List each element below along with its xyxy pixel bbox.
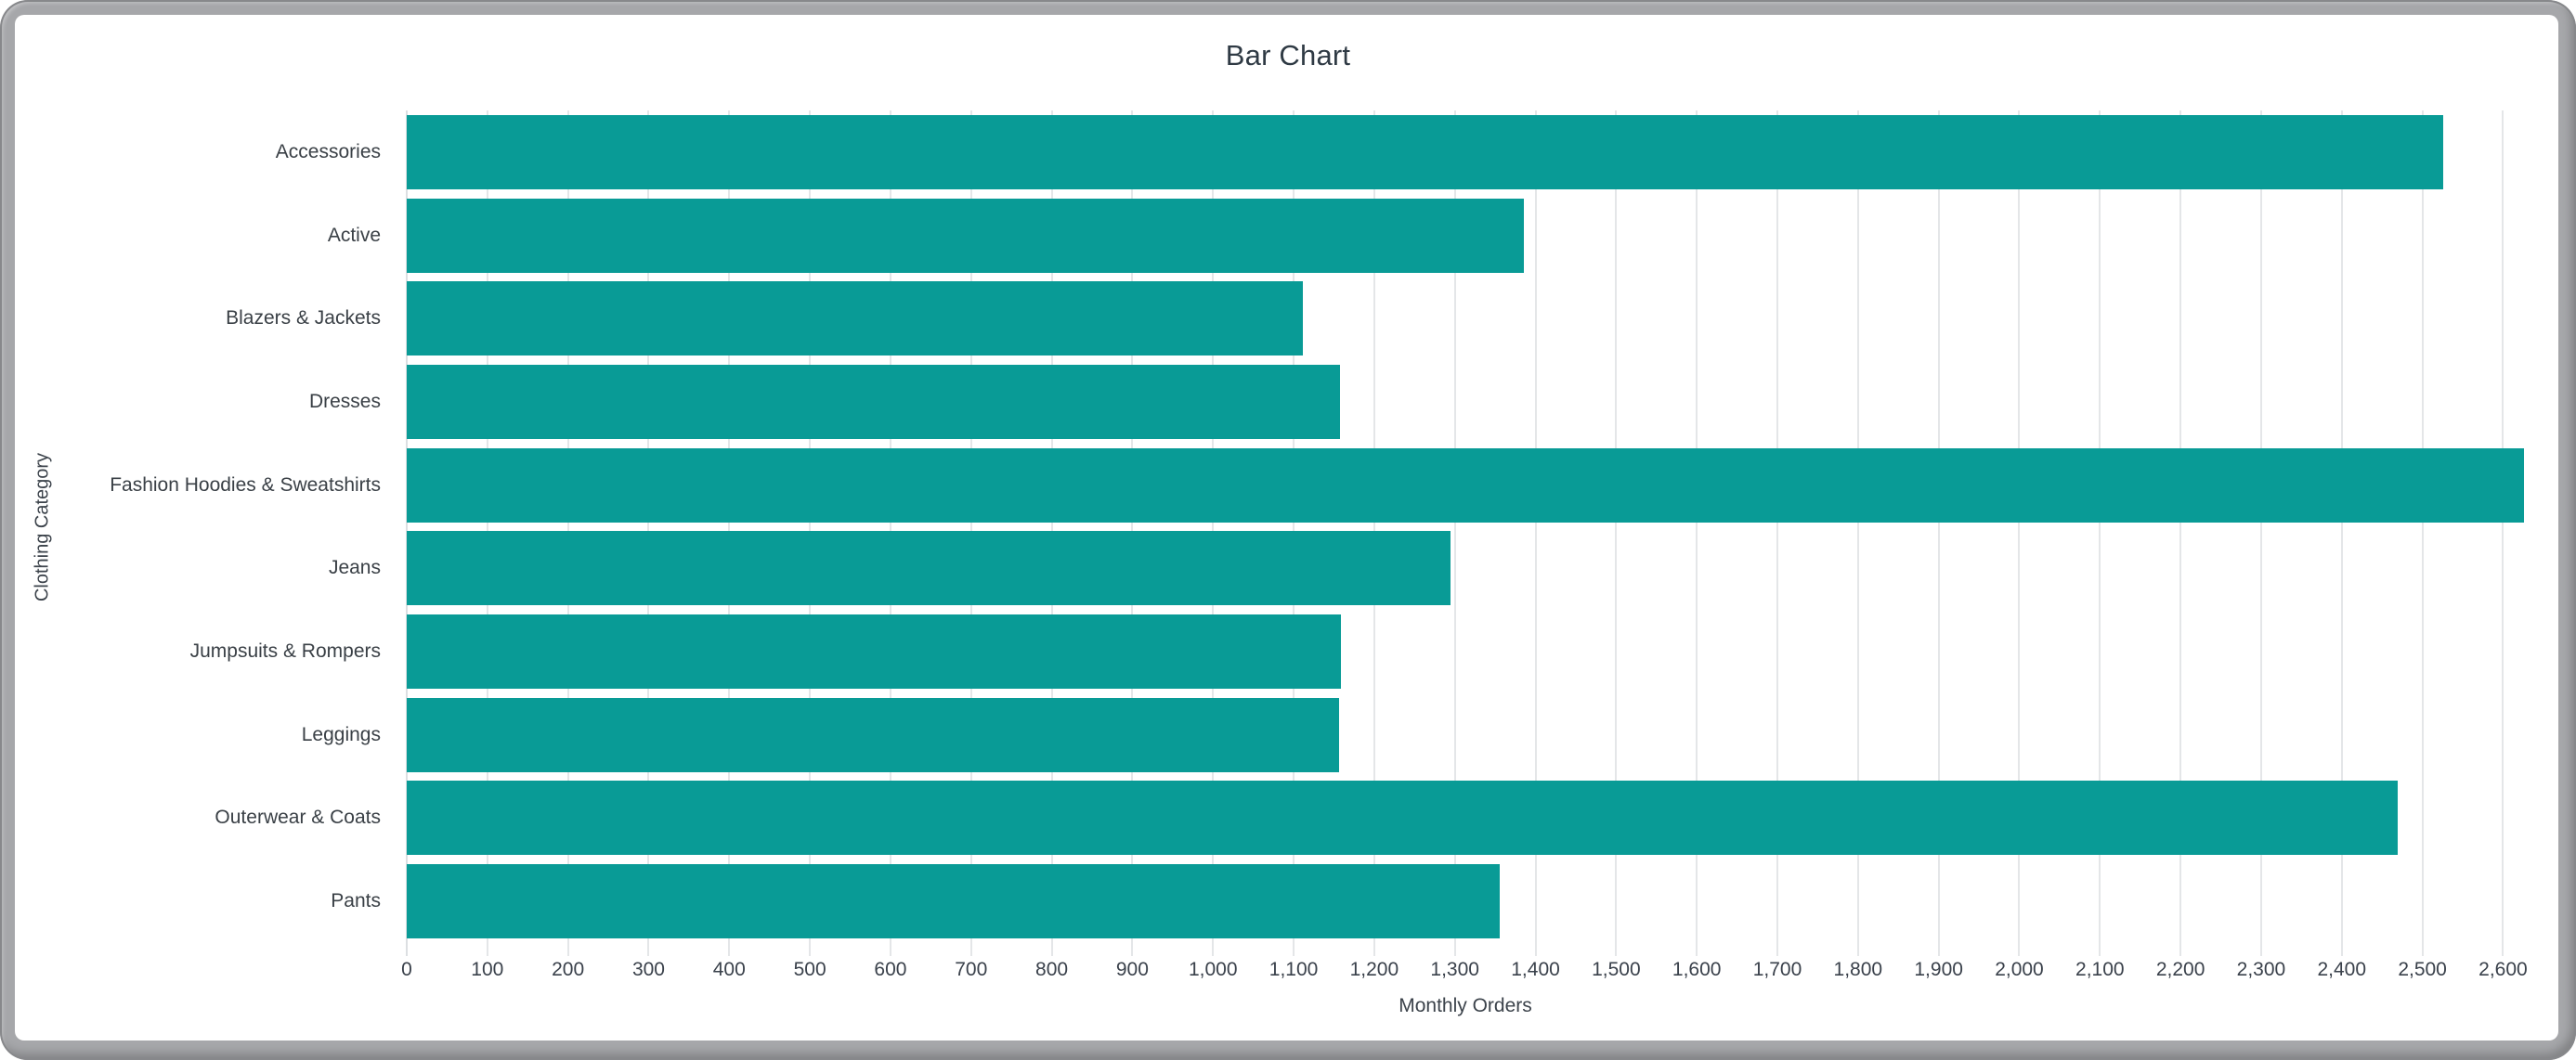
x-tick-label: 200 <box>552 959 585 980</box>
x-tick-label: 400 <box>712 959 746 980</box>
x-gridline <box>1615 110 1618 956</box>
y-category-label: Jumpsuits & Rompers <box>189 640 381 663</box>
x-tick-label: 1,200 <box>1349 959 1399 980</box>
x-gridline <box>1937 110 1940 956</box>
chart-title: Bar Chart <box>1225 39 1351 71</box>
y-category-label: Blazers & Jackets <box>226 307 381 330</box>
x-tick-label: 0 <box>401 959 412 980</box>
x-tick-label: 2,000 <box>1995 959 2044 980</box>
y-category-label: Pants <box>331 890 381 912</box>
y-category-label: Accessories <box>275 140 381 162</box>
x-gridline <box>1534 110 1537 956</box>
x-tick-label: 700 <box>955 959 988 980</box>
x-gridline <box>2099 110 2101 956</box>
x-tick-label: 2,600 <box>2478 959 2528 980</box>
x-tick-label: 2,300 <box>2236 959 2286 980</box>
bar-jeans[interactable] <box>407 531 1451 606</box>
x-gridline <box>2502 110 2504 956</box>
bar-active[interactable] <box>407 198 1525 273</box>
x-tick-label: 800 <box>1035 959 1069 980</box>
x-gridline <box>1776 110 1778 956</box>
x-tick-label: 500 <box>793 959 826 980</box>
x-gridline <box>1453 110 1456 956</box>
y-axis-title: Clothing Category <box>32 452 53 602</box>
x-gridline <box>1856 110 1859 956</box>
y-category-label: Leggings <box>301 723 381 745</box>
y-category-label: Active <box>327 224 381 246</box>
bar-fashion-hoodies-sweatshirts[interactable] <box>407 447 2524 523</box>
bar-accessories[interactable] <box>407 114 2444 189</box>
x-tick-label: 2,200 <box>2155 959 2205 980</box>
x-axis-title: Monthly Orders <box>1399 995 1532 1016</box>
x-tick-label: 1,800 <box>1833 959 1883 980</box>
x-tick-label: 1,500 <box>1592 959 1641 980</box>
x-gridline <box>2259 110 2262 956</box>
x-tick-label: 900 <box>1115 959 1149 980</box>
x-tick-label: 1,300 <box>1430 959 1479 980</box>
x-gridline <box>2421 110 2424 956</box>
x-gridline <box>2179 110 2182 956</box>
x-tick-label: 1,400 <box>1511 959 1560 980</box>
y-category-label: Fashion Hoodies & Sweatshirts <box>110 473 381 496</box>
x-tick-label: 300 <box>631 959 665 980</box>
x-gridline <box>1696 110 1698 956</box>
y-category-label: Dresses <box>308 390 381 412</box>
x-tick-label: 100 <box>471 959 504 980</box>
bar-jumpsuits-rompers[interactable] <box>407 614 1342 690</box>
bar-leggings[interactable] <box>407 697 1339 772</box>
bar-blazers-jackets[interactable] <box>407 281 1304 356</box>
bar-pants[interactable] <box>407 864 1501 939</box>
bar-dresses[interactable] <box>407 364 1341 439</box>
x-tick-label: 2,100 <box>2075 959 2125 980</box>
x-tick-label: 600 <box>874 959 907 980</box>
x-tick-label: 1,000 <box>1188 959 1238 980</box>
x-tick-label: 1,100 <box>1268 959 1319 980</box>
x-tick-label: 1,900 <box>1914 959 1963 980</box>
x-tick-label: 1,600 <box>1672 959 1722 980</box>
x-tick-label: 1,700 <box>1752 959 1802 980</box>
x-tick-label: 2,500 <box>2398 959 2447 980</box>
y-category-label: Outerwear & Coats <box>215 807 381 829</box>
bar-outerwear-coats[interactable] <box>407 781 2398 856</box>
x-tick-label: 2,400 <box>2317 959 2367 980</box>
y-category-label: Jeans <box>328 557 381 579</box>
x-gridline <box>2018 110 2021 956</box>
x-gridline <box>2340 110 2343 956</box>
